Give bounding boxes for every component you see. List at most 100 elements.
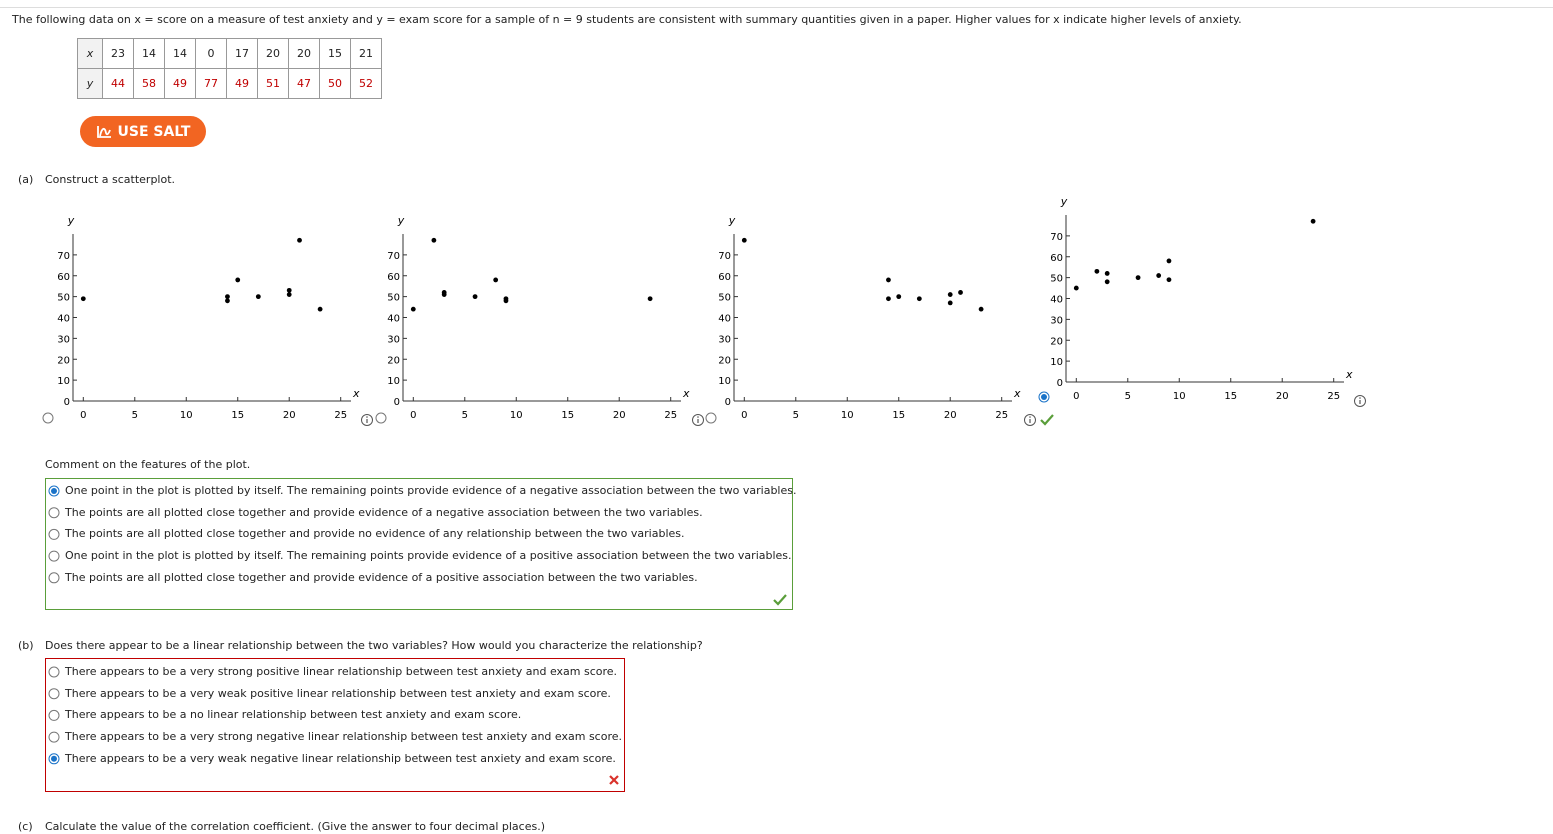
- point: [297, 237, 302, 243]
- y-tick-label: 10: [387, 376, 400, 387]
- x-axis-label: x: [682, 387, 690, 400]
- table-cell: 17: [226, 38, 258, 69]
- y-tick-label: 30: [387, 334, 400, 345]
- y-tick-label: 50: [387, 293, 400, 304]
- point: [493, 277, 499, 283]
- y-tick-label: 20: [387, 355, 400, 366]
- y-axis-label: y: [728, 214, 736, 227]
- y-tick-label: 70: [387, 251, 400, 262]
- radio-button[interactable]: [705, 412, 717, 424]
- option-text: One point in the plot is plotted by itse…: [65, 484, 797, 497]
- x-axis-label: x: [1013, 387, 1021, 400]
- table-cell: 50: [319, 68, 351, 99]
- y-tick-label: 30: [718, 334, 731, 345]
- point: [1073, 285, 1079, 291]
- option-text: There appears to be a very weak negative…: [65, 751, 616, 765]
- x-tick-label: 20: [1276, 391, 1289, 402]
- prompt: Construct a scatterplot.: [45, 173, 176, 186]
- x-tick-label: 25: [334, 410, 347, 421]
- option-text: One point in the plot is plotted by itse…: [65, 549, 792, 563]
- y-tick-label: 50: [1050, 274, 1063, 285]
- x-tick-label: 5: [1125, 391, 1131, 402]
- point: [410, 306, 416, 312]
- x-tick-label: 10: [510, 410, 523, 421]
- x-tick-label: 0: [1073, 391, 1079, 402]
- info-icon: [697, 416, 699, 418]
- table-cell: 77: [195, 68, 227, 99]
- info-icon[interactable]: [1024, 414, 1036, 426]
- info-icon: [1029, 416, 1031, 418]
- x-tick-label: 25: [995, 410, 1008, 421]
- table-cell: 0: [195, 38, 227, 69]
- y-axis-label: y: [67, 214, 75, 227]
- table-row: x 23 14 14 0 17 20 20 15 21: [77, 38, 382, 69]
- option-text: There appears to be a no linear relation…: [65, 708, 522, 722]
- x-tick-label: 15: [231, 410, 244, 421]
- option-text: The points are all plotted close togethe…: [65, 505, 703, 519]
- y-tick-label: 60: [387, 272, 400, 283]
- point: [886, 296, 891, 302]
- x-tick-label: 25: [664, 410, 677, 421]
- answer-box: [45, 478, 793, 610]
- point: [235, 277, 241, 283]
- option-text: There appears to be a very strong negati…: [65, 730, 623, 744]
- radio-button[interactable]: [1038, 391, 1050, 403]
- point: [1094, 268, 1100, 274]
- point: [1310, 218, 1316, 224]
- table-row: y 44 58 49 77 49 51 47 50 52: [77, 68, 382, 99]
- option-text: The points are all plotted close togethe…: [65, 527, 685, 541]
- point: [286, 292, 292, 297]
- y-tick-label: 10: [1050, 357, 1063, 368]
- option-text: There appears to be a very weak positive…: [65, 686, 611, 700]
- y-tick-label: 70: [1050, 232, 1063, 243]
- point: [1166, 277, 1172, 283]
- table-cell: 51: [257, 68, 289, 99]
- x-axis-label: x: [1345, 368, 1353, 381]
- point: [225, 298, 230, 304]
- row-header: y: [77, 68, 103, 99]
- option-text: The points are all plotted close togethe…: [65, 570, 698, 584]
- use-salt-button[interactable]: USE SALT: [80, 116, 206, 147]
- y-axis-label: y: [397, 214, 405, 227]
- point: [1156, 273, 1162, 278]
- point: [947, 300, 953, 306]
- point: [286, 287, 292, 293]
- table-cell: 20: [288, 38, 320, 69]
- y-tick-label: 0: [1057, 378, 1063, 389]
- table-cell: 15: [319, 38, 351, 69]
- y-tick-label: 0: [394, 397, 400, 408]
- x-tick-label: 0: [741, 410, 747, 421]
- info-icon[interactable]: [692, 414, 704, 426]
- point: [503, 298, 509, 304]
- radio-button[interactable]: [42, 412, 54, 424]
- x-axis-label: x: [352, 387, 360, 400]
- table-cell: 58: [133, 68, 165, 99]
- radio-button[interactable]: [375, 412, 387, 424]
- x-tick-label: 20: [283, 410, 296, 421]
- x-tick-label: 15: [1224, 391, 1237, 402]
- x-tick-label: 15: [892, 410, 905, 421]
- y-tick-label: 60: [1050, 253, 1063, 264]
- info-icon[interactable]: [361, 414, 373, 426]
- part-label: (c): [18, 820, 33, 833]
- data-table: x 23 14 14 0 17 20 20 15 21 y 44 58 49 77 49 51 47 50 52: [77, 38, 382, 99]
- x-tick-label: 20: [613, 410, 626, 421]
- point: [317, 306, 323, 312]
- info-icon[interactable]: [1354, 395, 1366, 407]
- point: [947, 292, 953, 297]
- prompt: Does there appear to be a linear relatio…: [45, 639, 703, 652]
- intro: The following data on x = score on a mea…: [12, 13, 1242, 26]
- point: [80, 296, 86, 302]
- table-cell: 14: [164, 38, 196, 69]
- point: [886, 277, 891, 283]
- table-cell: 44: [102, 68, 134, 99]
- point: [647, 296, 653, 302]
- y-tick-label: 20: [1050, 336, 1063, 347]
- x-tick-label: 25: [1327, 391, 1340, 402]
- x-tick-label: 20: [944, 410, 957, 421]
- table-cell: 49: [164, 68, 196, 99]
- point: [255, 294, 261, 300]
- y-tick-label: 40: [57, 314, 70, 325]
- y-tick-label: 0: [725, 397, 731, 408]
